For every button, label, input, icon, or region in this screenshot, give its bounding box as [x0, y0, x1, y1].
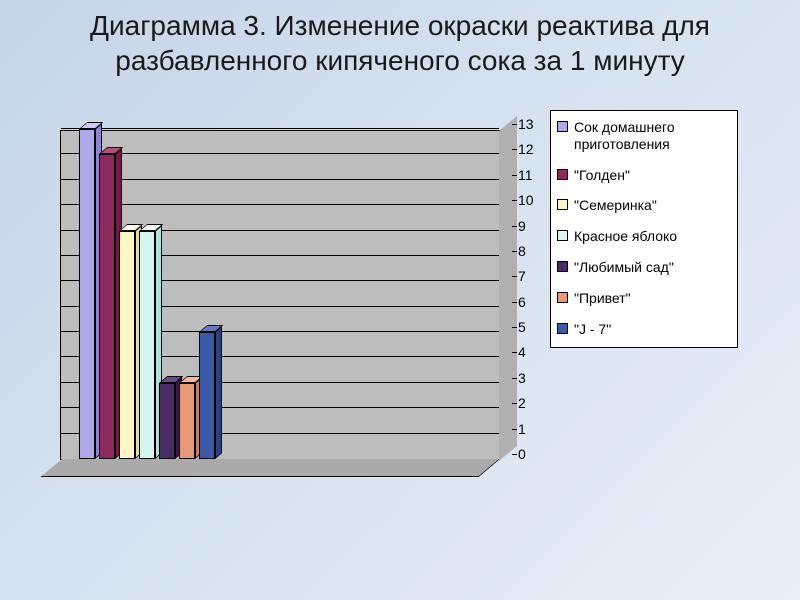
legend-label: "Семеринка"	[574, 197, 731, 214]
ytick-label: 8	[518, 243, 526, 259]
bar-front	[179, 383, 195, 459]
y-axis: 012345678910111213	[512, 124, 540, 464]
bar-side	[215, 326, 222, 459]
legend-item: "J - 7"	[557, 321, 731, 338]
legend-swatch	[557, 199, 568, 210]
chart-title: Диаграмма 3. Изменение окраски реактива …	[0, 0, 800, 82]
legend-label: "Голден"	[574, 167, 731, 184]
legend-item: Красное яблоко	[557, 228, 731, 245]
legend-swatch	[557, 261, 568, 272]
ytick-label: 4	[518, 344, 526, 360]
bar	[159, 383, 175, 459]
bar-front	[139, 231, 155, 459]
bar	[139, 231, 155, 459]
ytick-mark	[512, 327, 517, 328]
legend-swatch	[557, 292, 568, 303]
ytick-mark	[512, 429, 517, 430]
ytick-label: 9	[518, 218, 526, 234]
ytick-label: 13	[518, 116, 534, 132]
ytick-mark	[512, 276, 517, 277]
legend-label: Сок домашнего приготовления	[574, 119, 731, 153]
legend-item: "Семеринка"	[557, 197, 731, 214]
ytick-mark	[512, 226, 517, 227]
chart-container: 012345678910111213 Сок домашнего пригото…	[60, 130, 740, 500]
legend-item: "Привет"	[557, 290, 731, 307]
bar	[99, 154, 115, 459]
legend-item: "Голден"	[557, 167, 731, 184]
ytick-label: 10	[518, 192, 534, 208]
legend-item: Сок домашнего приготовления	[557, 119, 731, 153]
legend: Сок домашнего приготовления "Голден" "Семе…	[550, 110, 738, 348]
ytick-label: 5	[518, 319, 526, 335]
legend-swatch	[557, 121, 568, 132]
ytick-mark	[512, 454, 517, 455]
ytick-mark	[512, 149, 517, 150]
bar	[119, 231, 135, 459]
legend-item: "Любимый сад"	[557, 259, 731, 276]
bar-front	[199, 332, 215, 459]
ytick-label: 6	[518, 294, 526, 310]
gridline	[61, 128, 499, 129]
ytick-label: 2	[518, 395, 526, 411]
ytick-mark	[512, 251, 517, 252]
legend-label: "Привет"	[574, 290, 731, 307]
bar	[199, 332, 215, 459]
ytick-label: 0	[518, 446, 526, 462]
bar	[79, 129, 95, 459]
ytick-label: 1	[518, 421, 526, 437]
ytick-mark	[512, 378, 517, 379]
legend-label: "J - 7"	[574, 321, 731, 338]
ytick-mark	[512, 352, 517, 353]
legend-swatch	[557, 169, 568, 180]
ytick-label: 3	[518, 370, 526, 386]
legend-swatch	[557, 323, 568, 334]
ytick-label: 7	[518, 268, 526, 284]
bar	[179, 383, 195, 459]
plot-area	[60, 130, 500, 460]
ytick-mark	[512, 403, 517, 404]
bar-front	[159, 383, 175, 459]
legend-label: "Любимый сад"	[574, 259, 731, 276]
ytick-mark	[512, 302, 517, 303]
bars-group	[79, 131, 479, 459]
bar-front	[99, 154, 115, 459]
ytick-mark	[512, 124, 517, 125]
ytick-mark	[512, 175, 517, 176]
plot-floor	[41, 459, 500, 477]
legend-swatch	[557, 230, 568, 241]
ytick-label: 11	[518, 167, 533, 183]
bar-front	[119, 231, 135, 459]
legend-label: Красное яблоко	[574, 228, 731, 245]
ytick-mark	[512, 200, 517, 201]
ytick-label: 12	[518, 141, 534, 157]
bar-front	[79, 129, 95, 459]
